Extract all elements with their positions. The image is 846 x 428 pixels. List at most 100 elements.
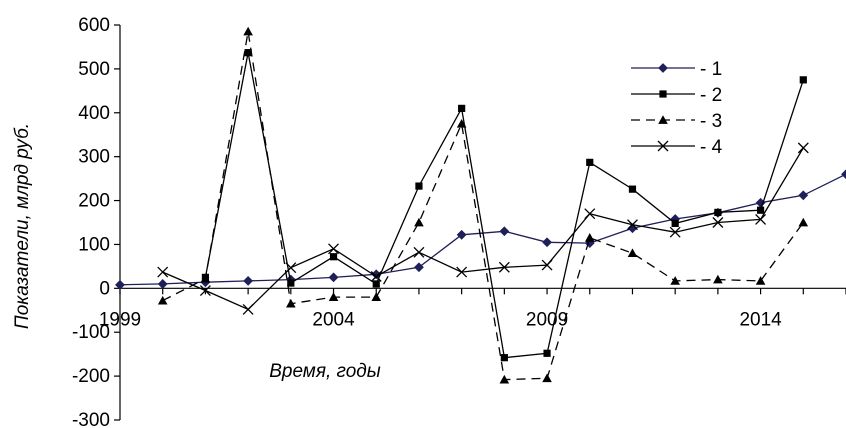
data-point-x — [328, 243, 339, 255]
data-point-triangle — [798, 217, 809, 227]
data-point-x — [541, 259, 553, 271]
data-point-x-stroke — [755, 213, 767, 225]
x-tick-label: 2009 — [526, 309, 568, 330]
data-point-x — [712, 217, 724, 228]
data-point-x-stroke — [657, 140, 669, 152]
data-point-square — [714, 208, 722, 217]
legend-entry-4: - 4 — [631, 137, 723, 158]
data-point-x — [199, 285, 211, 296]
series-line-3 — [162, 31, 804, 381]
data-point-diamond — [115, 279, 125, 290]
data-point-x-stroke — [584, 208, 596, 220]
data-point-diamond — [798, 190, 809, 201]
data-point-x — [498, 261, 510, 273]
data-point-x — [413, 246, 425, 258]
y-axis-title: Показатели, млрд руб. — [12, 123, 33, 329]
data-point-triangle — [371, 292, 382, 301]
y-tick-label: 400 — [78, 103, 110, 124]
data-point-diamond — [658, 63, 668, 73]
data-point-diamond — [542, 237, 552, 248]
data-point-triangle — [713, 274, 723, 284]
x-tick-label: 2014 — [739, 309, 782, 330]
data-point-triangle — [542, 373, 552, 383]
legend-label: - 3 — [700, 111, 722, 132]
data-point-square — [671, 219, 679, 227]
data-point-x — [370, 271, 382, 282]
data-point-square — [756, 206, 765, 214]
data-point-x — [456, 266, 468, 278]
data-point-square — [415, 182, 423, 190]
data-point-diamond — [328, 272, 339, 283]
data-point-square — [659, 90, 667, 98]
series-1 — [115, 169, 846, 290]
y-tick-label: 300 — [78, 147, 110, 168]
data-point-triangle — [627, 248, 638, 258]
series-3 — [157, 26, 809, 384]
data-point-triangle — [584, 233, 595, 242]
x-tick-label: 2004 — [312, 309, 355, 330]
y-tick-label: 0 — [99, 278, 110, 299]
y-tick-label: -100 — [72, 322, 110, 343]
data-point-x — [669, 226, 681, 238]
data-point-triangle — [456, 118, 467, 128]
data-point-triangle — [157, 295, 168, 305]
data-point-x-stroke — [413, 246, 425, 258]
data-point-x-stroke — [498, 261, 510, 273]
data-point-diamond — [243, 275, 254, 286]
data-point-square — [244, 49, 252, 57]
data-point-diamond — [414, 262, 424, 273]
axes: 600 500 400 300 200 100 0 -100 -200 -300 1999 2004 2… — [72, 15, 846, 428]
data-point-diamond — [499, 226, 510, 237]
data-point-x-stroke — [199, 285, 211, 296]
data-point-diamond — [157, 279, 168, 289]
data-point-square — [628, 185, 637, 193]
data-point-square — [329, 253, 338, 261]
y-tick-label: 200 — [78, 191, 110, 212]
x-tick-label: 1999 — [99, 309, 141, 330]
data-point-x-stroke — [627, 219, 638, 231]
data-point-x — [627, 219, 638, 231]
legend-label: - 2 — [700, 85, 722, 106]
data-point-x — [755, 213, 767, 225]
data-point-diamond — [841, 169, 846, 180]
data-point-triangle — [243, 26, 253, 36]
y-tick-label: -200 — [72, 366, 110, 387]
data-point-diamond — [584, 238, 595, 249]
data-point-x — [157, 266, 169, 278]
data-point-x-stroke — [456, 266, 468, 278]
x-axis-title: Время, годы — [269, 361, 381, 382]
data-point-triangle — [658, 115, 668, 124]
data-point-square — [287, 279, 295, 287]
data-point-triangle — [286, 298, 296, 308]
data-point-x-stroke — [541, 259, 553, 271]
data-point-square — [799, 76, 807, 84]
legend: - 1 - 2 - 3 - 4 — [631, 59, 723, 158]
series-4 — [157, 142, 809, 315]
data-point-square — [500, 354, 508, 362]
legend-label: - 1 — [700, 59, 722, 80]
data-point-square — [543, 349, 551, 357]
y-tick-label: 100 — [78, 234, 110, 255]
data-point-x-stroke — [242, 303, 254, 315]
data-point-square — [586, 158, 594, 166]
data-point-diamond — [456, 229, 467, 240]
data-point-triangle — [414, 217, 424, 227]
series-layer — [115, 26, 846, 384]
data-point-triangle — [328, 292, 339, 301]
data-point-x-stroke — [157, 266, 169, 278]
data-point-x-stroke — [285, 262, 297, 274]
series-line-4 — [162, 147, 804, 311]
data-point-square — [372, 280, 380, 288]
data-point-x-stroke — [328, 243, 339, 255]
data-point-x-stroke — [797, 142, 809, 154]
data-point-x — [797, 142, 809, 154]
data-point-x — [242, 303, 254, 315]
data-point-triangle — [670, 276, 680, 285]
y-tick-label: 600 — [78, 15, 110, 36]
legend-entry-3: - 3 — [631, 111, 722, 132]
y-tick-label: -300 — [72, 410, 110, 428]
data-point-x — [285, 262, 297, 274]
data-point-x-stroke — [712, 217, 724, 228]
data-point-triangle — [755, 276, 766, 285]
